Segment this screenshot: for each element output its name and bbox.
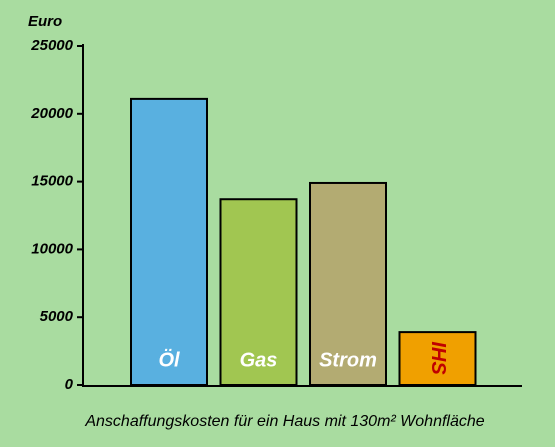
x-axis-label: Anschaffungskosten für ein Haus mit 130m… [84,413,484,430]
bar [398,331,477,386]
y-tick-label: 20000 [30,105,73,122]
category-label: IHS [427,341,449,375]
y-tick-label: 0 [65,376,74,393]
y-axis-label: Euro [28,13,62,30]
y-tick-label: 25000 [30,37,73,54]
category-label: Strom [319,349,377,371]
y-tick-label: 10000 [31,240,73,257]
category-label: Gas [240,349,278,371]
y-tick-label: 15000 [31,173,73,190]
bar [130,97,208,386]
y-tick-label: 5000 [40,308,74,325]
bar [309,181,387,386]
category-label: Öl [158,348,180,371]
bar [219,198,298,386]
